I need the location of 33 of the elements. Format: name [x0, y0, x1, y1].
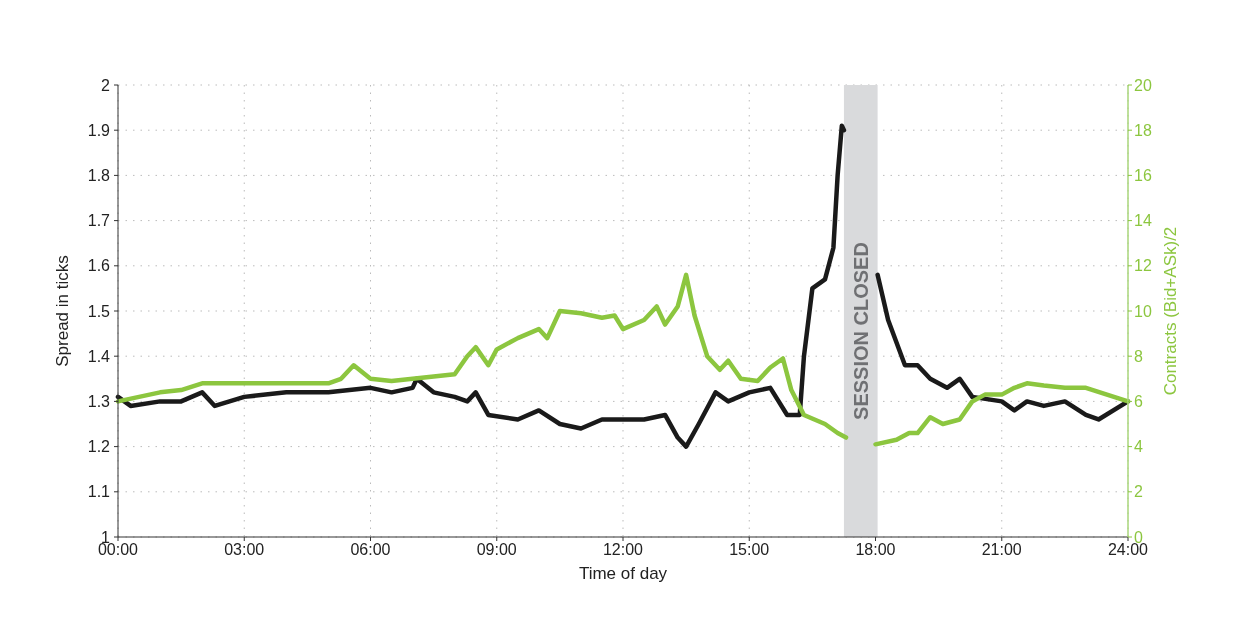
x-tick-label: 00:00 [97, 541, 139, 558]
x-tick-label: 06:00 [350, 541, 391, 558]
x-tick-label: 21:00 [981, 541, 1022, 558]
y2-tick-label: 8 [1134, 347, 1143, 365]
x-tick-label: 09:00 [476, 541, 517, 558]
x-tick-label: 12:00 [602, 541, 644, 558]
y2-tick-label: 16 [1134, 166, 1152, 184]
y-tick-label: 1.1 [87, 483, 111, 501]
y2-tick-label: 14 [1134, 212, 1152, 230]
y-tick-label: 1.6 [87, 257, 111, 275]
y2-tick-label: 20 [1134, 76, 1152, 94]
y-tick-label: 1.2 [87, 438, 111, 456]
y2-tick-label: 12 [1134, 257, 1152, 275]
band-label: SESSION CLOSED [849, 242, 872, 420]
x-tick-label: 03:00 [224, 541, 265, 558]
x-tick-label: 24:00 [1107, 541, 1149, 558]
y-tick-label: 1.3 [87, 392, 111, 410]
x-tick-label: 15:00 [729, 541, 770, 558]
y2-tick-label: 10 [1134, 302, 1152, 320]
y2-tick-label: 2 [1134, 483, 1143, 501]
y2-tick-label: 4 [1134, 438, 1143, 456]
y-tick-label: 1.5 [87, 302, 111, 320]
y-tick-label: 1.8 [87, 166, 111, 184]
y2-tick-label: 6 [1134, 392, 1143, 410]
x-axis-title: Time of day [578, 564, 668, 583]
y-tick-label: 2 [101, 76, 111, 94]
y2-tick-label: 18 [1134, 121, 1152, 139]
y2-axis-title: Contracts (Bid+ASk)/2 [1161, 226, 1180, 396]
y-tick-label: 1.9 [87, 121, 111, 139]
y-axis-title: Spread in ticks [53, 255, 72, 367]
y-tick-label: 1.4 [87, 347, 111, 365]
y-tick-label: 1.7 [87, 212, 111, 230]
x-tick-label: 18:00 [855, 541, 896, 558]
